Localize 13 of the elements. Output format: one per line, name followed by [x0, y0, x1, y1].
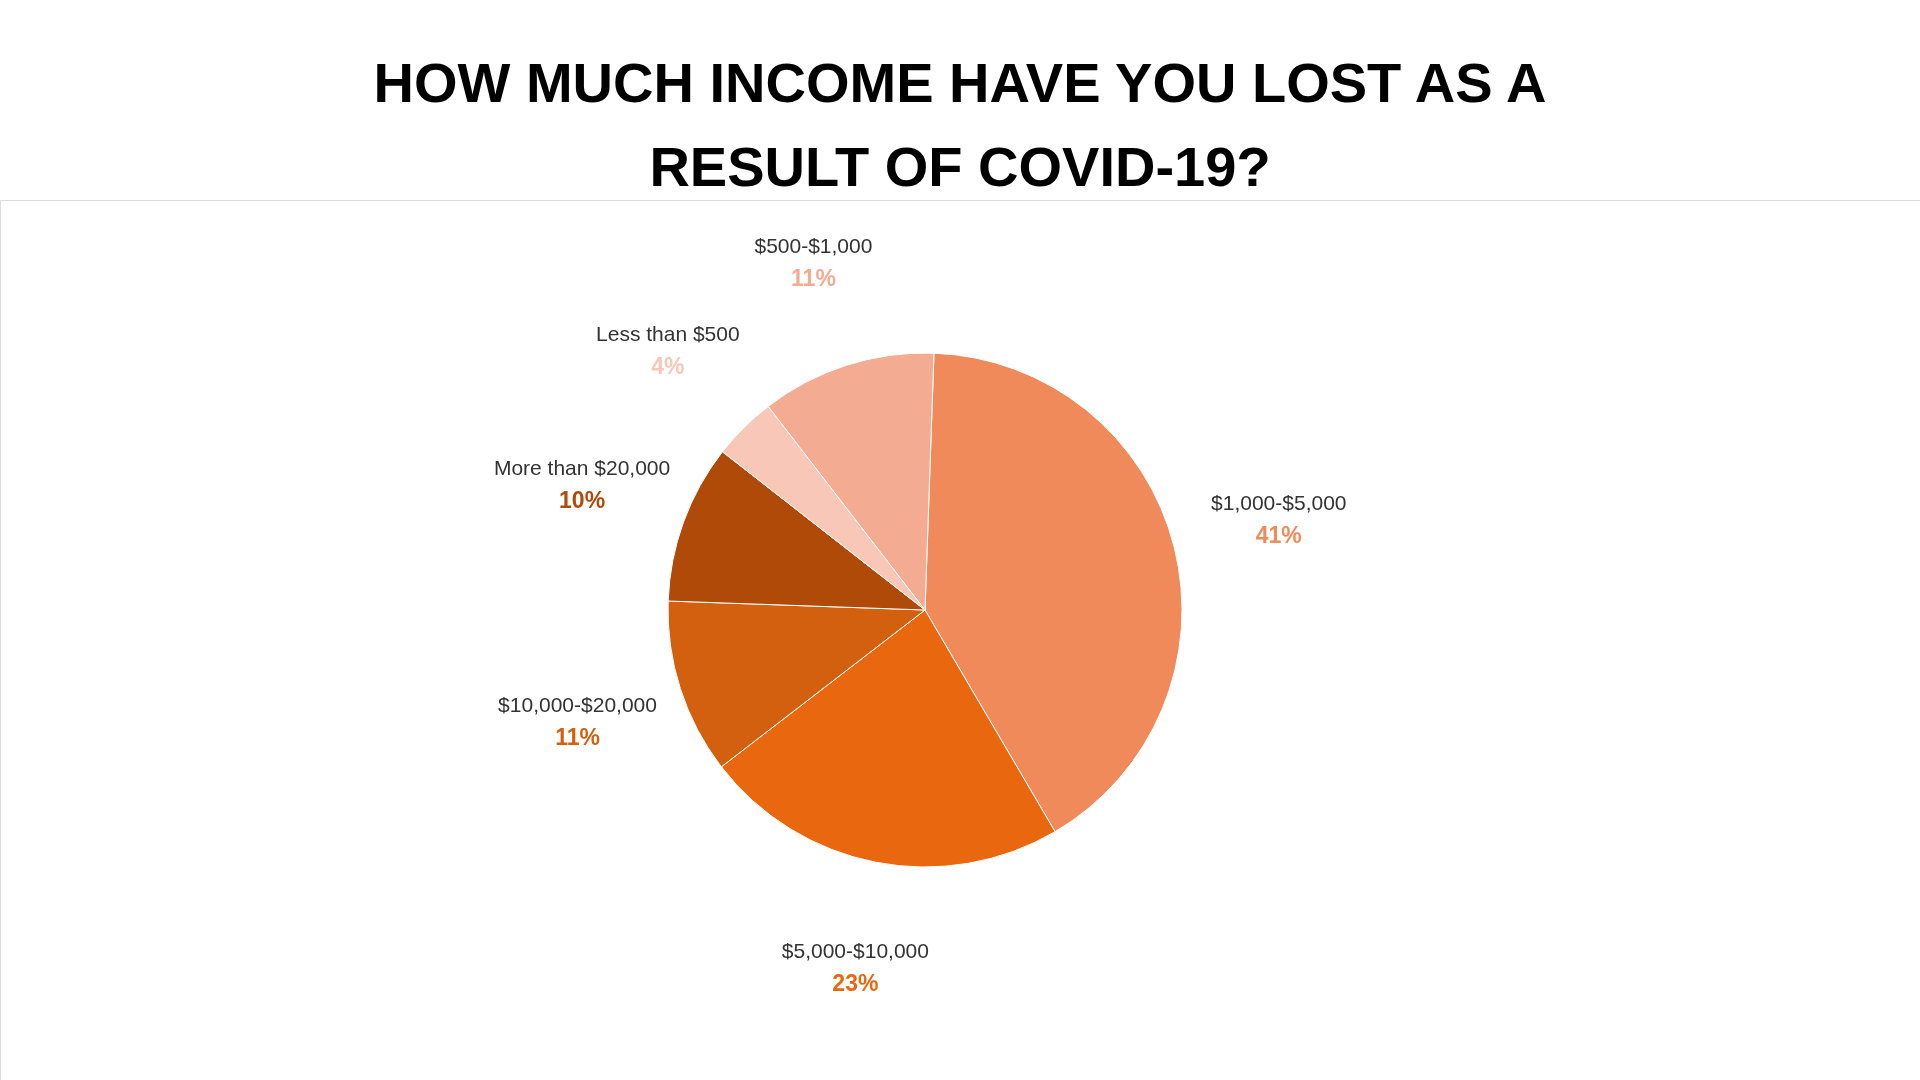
slice-label: Less than $500 [596, 322, 740, 346]
data-label: 11% [555, 723, 600, 750]
data-label: 4% [651, 353, 685, 380]
slice-label: $5,000-$10,000 [781, 939, 929, 963]
slice-label: More than $20,000 [493, 456, 671, 480]
data-label: 10% [559, 487, 606, 514]
data-label: 41% [1255, 522, 1302, 549]
slice-label: $1,000-$5,000 [1211, 491, 1347, 515]
slice-label: $10,000-$20,000 [498, 692, 657, 716]
chart-title: HOW MUCH INCOME HAVE YOU LOST AS A RESULT OF COVID-19? [373, 51, 1547, 198]
data-label: 23% [832, 970, 879, 997]
slice-label: $500-$1,000 [754, 233, 873, 257]
data-label: 11% [791, 264, 836, 291]
